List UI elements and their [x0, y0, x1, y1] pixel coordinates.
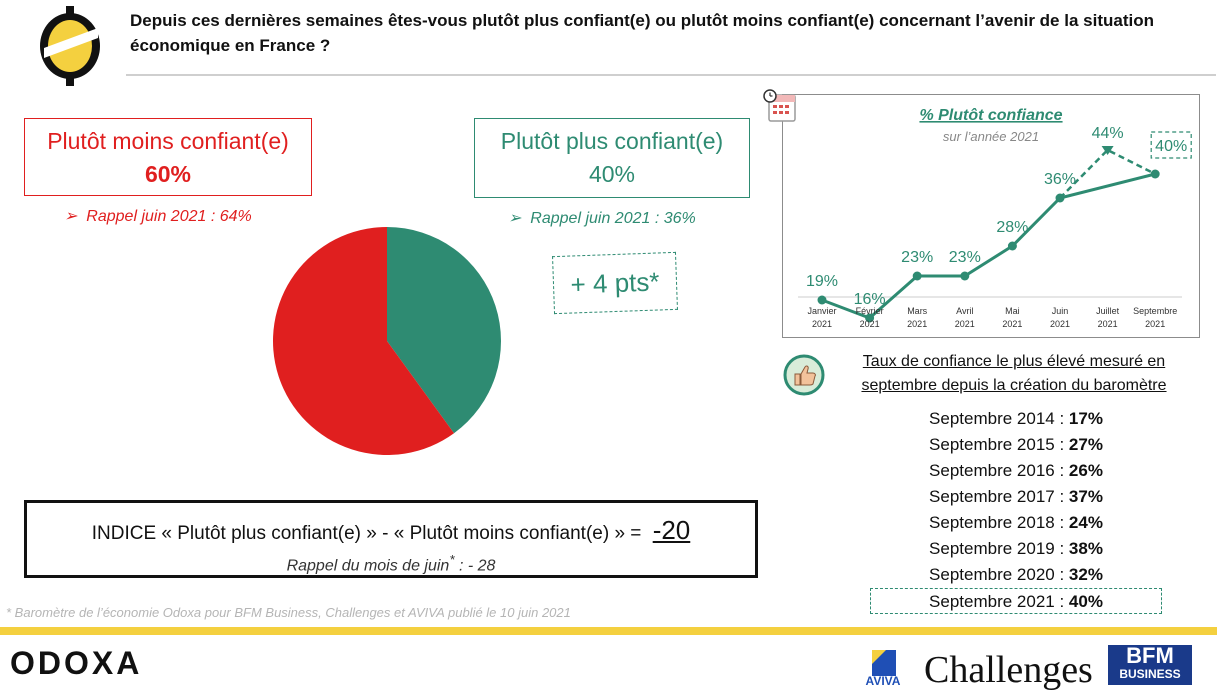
x-tick-year: 2021 — [955, 319, 975, 329]
less-confident-box: Plutôt moins confiant(e) 60% — [24, 118, 312, 196]
data-label: 23% — [901, 249, 933, 266]
data-point — [1007, 241, 1017, 251]
indice-label: INDICE « Plutôt plus confiant(e) » - « P… — [91, 523, 642, 544]
record-note-title: Taux de confiance le plus élevé mesuré e… — [861, 353, 1167, 394]
header-divider — [126, 74, 1216, 76]
survey-question: Depuis ces dernières semaines êtes-vous … — [130, 11, 1154, 55]
x-tick-year: 2021 — [1098, 319, 1118, 329]
confidence-pie-chart — [273, 227, 501, 455]
more-confident-recall: ➢ Rappel juin 2021 : 36% — [508, 210, 696, 227]
x-tick-label: Septembre — [1133, 306, 1177, 316]
challenges-logo: Challenges — [924, 649, 1093, 691]
indice-recall: Rappel du mois de juin* : - 28 — [286, 552, 496, 575]
x-tick-label: Mai — [1005, 306, 1020, 316]
data-label-box — [1150, 131, 1192, 159]
list-item-highlighted: Septembre 2021 : 40% — [870, 588, 1162, 614]
list-item: Septembre 2020 : 32% — [929, 565, 1103, 584]
pie-slice-more-confident — [387, 227, 501, 434]
data-label: 19% — [806, 273, 838, 290]
data-point — [1150, 169, 1160, 179]
indice-value: -20 — [652, 515, 691, 545]
x-tick-year: 2021 — [1050, 319, 1070, 329]
less-confident-value: 60% — [144, 161, 192, 187]
x-tick-label: Janvier — [807, 306, 836, 316]
data-label: 28% — [996, 219, 1028, 236]
x-tick-year: 2021 — [907, 319, 927, 329]
x-tick-label: Juin — [1052, 306, 1069, 316]
odoxa-badge-logo — [40, 6, 100, 86]
delta-badge: + 4 pts* — [552, 251, 678, 315]
calendar-icon — [763, 89, 796, 122]
x-tick-year: 2021 — [1002, 319, 1022, 329]
footer-yellow-bar — [0, 627, 1217, 635]
september-history-list: Septembre 2014 : 17% Septembre 2015 : 27… — [870, 406, 1162, 614]
data-point-marker — [1101, 146, 1114, 155]
svg-text:AVIVA: AVIVA — [866, 674, 901, 685]
data-point — [865, 313, 875, 323]
less-confident-label: Plutôt moins confiant(e) — [47, 128, 289, 154]
chart-title: % Plutôt confiance — [919, 107, 1062, 124]
data-point — [960, 271, 970, 281]
data-label: 16% — [854, 291, 886, 308]
trend-chart-frame — [782, 94, 1200, 338]
data-label: 40% — [1155, 138, 1187, 155]
footnote: * Baromètre de l’économie Odoxa pour BFM… — [6, 605, 571, 620]
x-tick-year: 2021 — [812, 319, 832, 329]
data-point — [1055, 193, 1065, 203]
more-confident-value: 40% — [588, 161, 636, 187]
odoxa-logo: ODOXA — [10, 645, 143, 681]
list-item: Septembre 2017 : 37% — [929, 487, 1103, 506]
less-confident-recall: ➢ Rappel juin 2021 : 64% — [64, 208, 252, 225]
series-line-dashed — [1059, 148, 1156, 199]
list-item: Septembre 2015 : 27% — [929, 435, 1103, 454]
x-tick-year: 2021 — [1145, 319, 1165, 329]
data-point — [912, 271, 922, 281]
chart-subtitle: sur l’année 2021 — [943, 129, 1039, 144]
x-tick-label: Juillet — [1096, 306, 1120, 316]
pie-slice-less-confident — [273, 227, 455, 455]
list-item: Septembre 2016 : 26% — [929, 461, 1103, 480]
bfm-business-logo: BFM BUSINESS — [1108, 645, 1192, 685]
more-confident-box: Plutôt plus confiant(e) 40% — [474, 118, 750, 198]
indice-line: INDICE « Plutôt plus confiant(e) » - « P… — [27, 515, 755, 546]
indice-box: INDICE « Plutôt plus confiant(e) » - « P… — [24, 500, 758, 578]
data-point — [817, 295, 827, 305]
thumbs-up-icon — [783, 354, 825, 396]
trend-line-chart: % Plutôt confiance sur l’année 2021 44% 1… — [798, 107, 1192, 329]
data-label: 44% — [1092, 125, 1124, 142]
x-tick-label: Mars — [907, 306, 927, 316]
x-tick-year: 2021 — [860, 319, 880, 329]
data-label: 23% — [949, 249, 981, 266]
more-confident-label: Plutôt plus confiant(e) — [500, 128, 724, 154]
aviva-logo: AVIVA — [866, 650, 901, 685]
x-tick-label: Février — [856, 306, 884, 316]
list-item: Septembre 2014 : 17% — [929, 409, 1103, 428]
list-item: Septembre 2019 : 38% — [929, 539, 1103, 558]
x-tick-label: Avril — [956, 306, 973, 316]
data-label: 36% — [1044, 171, 1076, 188]
list-item: Septembre 2018 : 24% — [929, 513, 1103, 532]
